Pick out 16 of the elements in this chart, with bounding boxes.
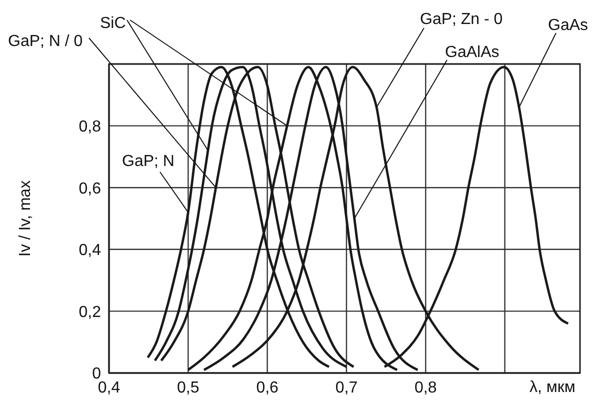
y-tick-label: 0,8 — [78, 118, 102, 136]
series-label: GaP; N — [122, 153, 174, 170]
text: SiC — [100, 15, 126, 32]
x-tick-label: 0,5 — [177, 379, 200, 396]
y-tick-label: 0,4 — [78, 242, 102, 260]
x-tick-label: 0,7 — [335, 379, 358, 396]
x-tick-label: 0,8 — [414, 379, 437, 396]
y-tick-label: 0,6 — [78, 180, 102, 198]
text: GaAs — [548, 17, 588, 34]
text: GaP; Zn - 0 — [420, 11, 503, 28]
x-axis-title: λ, мкм — [529, 379, 576, 396]
x-tick-label: 0,6 — [256, 379, 279, 396]
y-tick-label: 0,2 — [78, 304, 102, 321]
text: GaP; N / 0 — [8, 33, 83, 50]
y-axis-title: Iv / Iv, max — [17, 180, 34, 257]
text: GaAlAs — [445, 44, 500, 61]
